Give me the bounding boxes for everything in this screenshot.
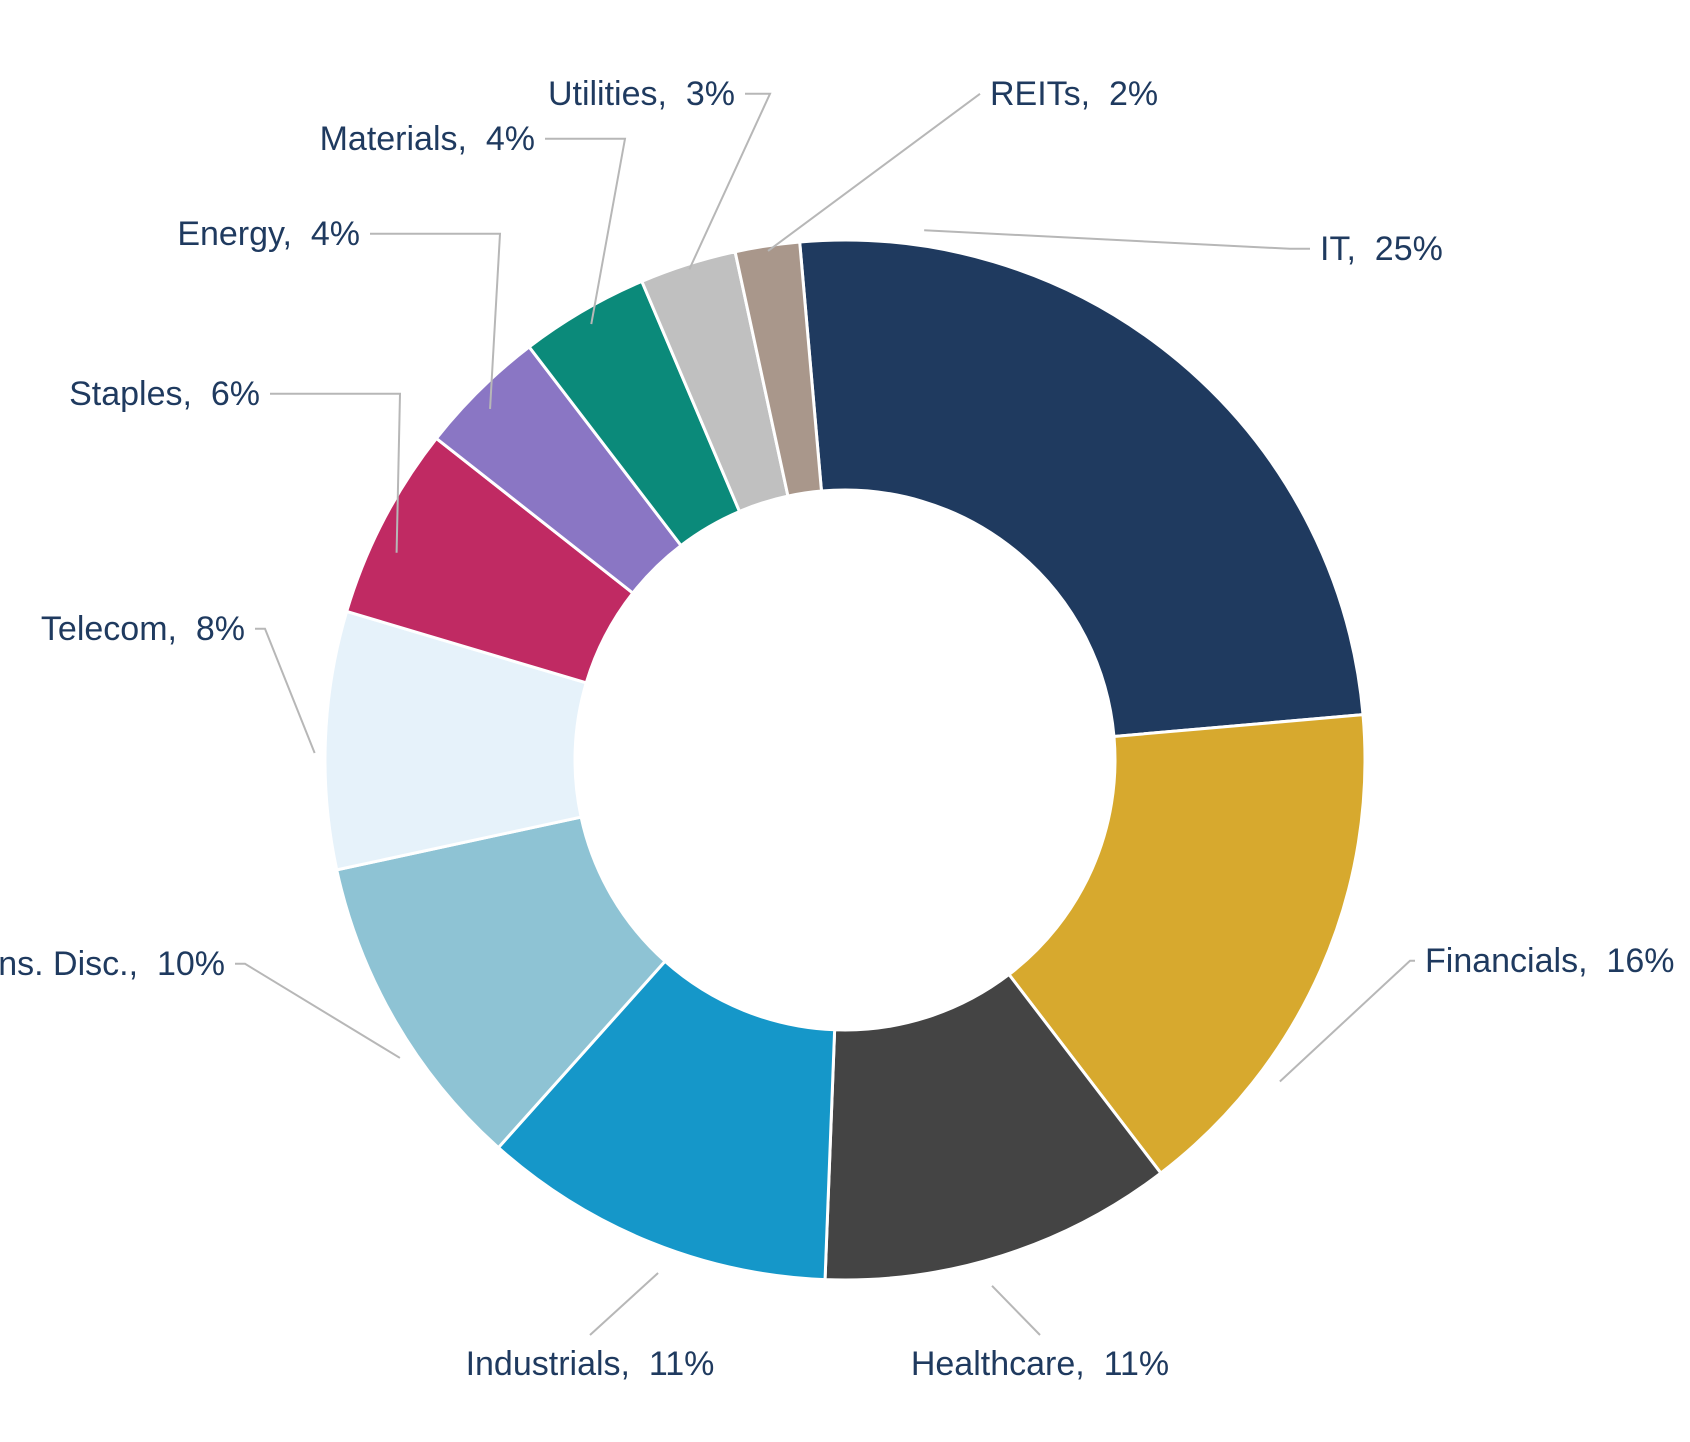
donut-chart: IT, 25% Financials, 16% Healthcare, 11% Ind… <box>0 0 1690 1442</box>
label-materials: Materials, 4% <box>320 120 535 158</box>
donut-chart-svg: IT, 25% Financials, 16% Healthcare, 11% Ind… <box>0 0 1690 1442</box>
label-staples: Staples, 6% <box>69 375 260 413</box>
label-telecom: Telecom, 8% <box>41 610 245 648</box>
leader-industrials <box>590 1273 658 1335</box>
leader-energy <box>370 234 500 409</box>
label-financials: Financials, 16% <box>1425 942 1674 980</box>
label-energy: Energy, 4% <box>177 215 360 253</box>
leader-it <box>924 230 1310 248</box>
leader-reits <box>768 94 980 251</box>
slice-it <box>800 240 1363 736</box>
leader-utilities <box>689 94 770 270</box>
label-it: IT, 25% <box>1320 230 1443 268</box>
label-reits: REITs, 2% <box>990 75 1158 113</box>
slices-group <box>325 240 1365 1280</box>
leader-telecom <box>255 629 315 753</box>
label-utilities: Utilities, 3% <box>548 75 735 113</box>
label-industrials: Industrials, 11% <box>466 1345 715 1383</box>
leader-healthcare <box>992 1286 1040 1335</box>
label-cons-disc-: Cons. Disc., 10% <box>0 945 225 983</box>
label-healthcare: Healthcare, 11% <box>911 1345 1169 1383</box>
